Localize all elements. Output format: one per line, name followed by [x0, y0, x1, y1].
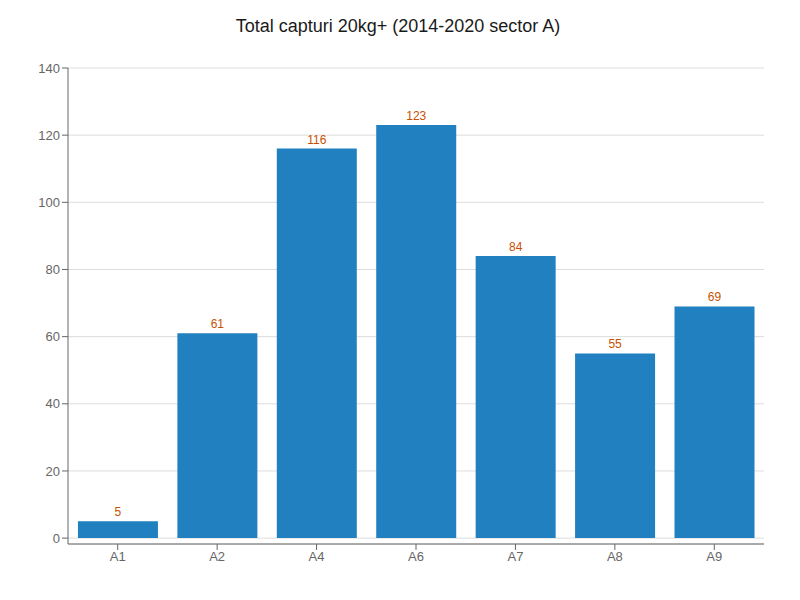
svg-text:20: 20 — [46, 464, 60, 479]
svg-text:123: 123 — [406, 109, 426, 123]
svg-text:116: 116 — [307, 133, 326, 147]
svg-text:A6: A6 — [408, 549, 424, 564]
svg-text:100: 100 — [38, 195, 60, 210]
svg-text:A7: A7 — [507, 549, 523, 564]
svg-text:140: 140 — [38, 61, 60, 76]
svg-text:60: 60 — [46, 329, 60, 344]
svg-text:A2: A2 — [209, 549, 225, 564]
svg-text:69: 69 — [708, 290, 722, 304]
svg-text:5: 5 — [115, 505, 122, 519]
svg-text:120: 120 — [38, 128, 60, 143]
svg-text:84: 84 — [509, 240, 523, 254]
svg-text:A4: A4 — [309, 549, 325, 564]
svg-text:80: 80 — [46, 262, 60, 277]
svg-text:A9: A9 — [706, 549, 722, 564]
html-text:Total capturi 20kg+ (2014-2020: Total capturi 20kg+ (2014-2020 sector A) — [235, 16, 561, 36]
svg-text:0: 0 — [53, 531, 60, 546]
svg-text:61: 61 — [211, 317, 225, 331]
svg-text:40: 40 — [46, 396, 60, 411]
svg-text:A1: A1 — [110, 549, 126, 564]
svg-text:A8: A8 — [607, 549, 623, 564]
svg-text:55: 55 — [608, 337, 622, 351]
